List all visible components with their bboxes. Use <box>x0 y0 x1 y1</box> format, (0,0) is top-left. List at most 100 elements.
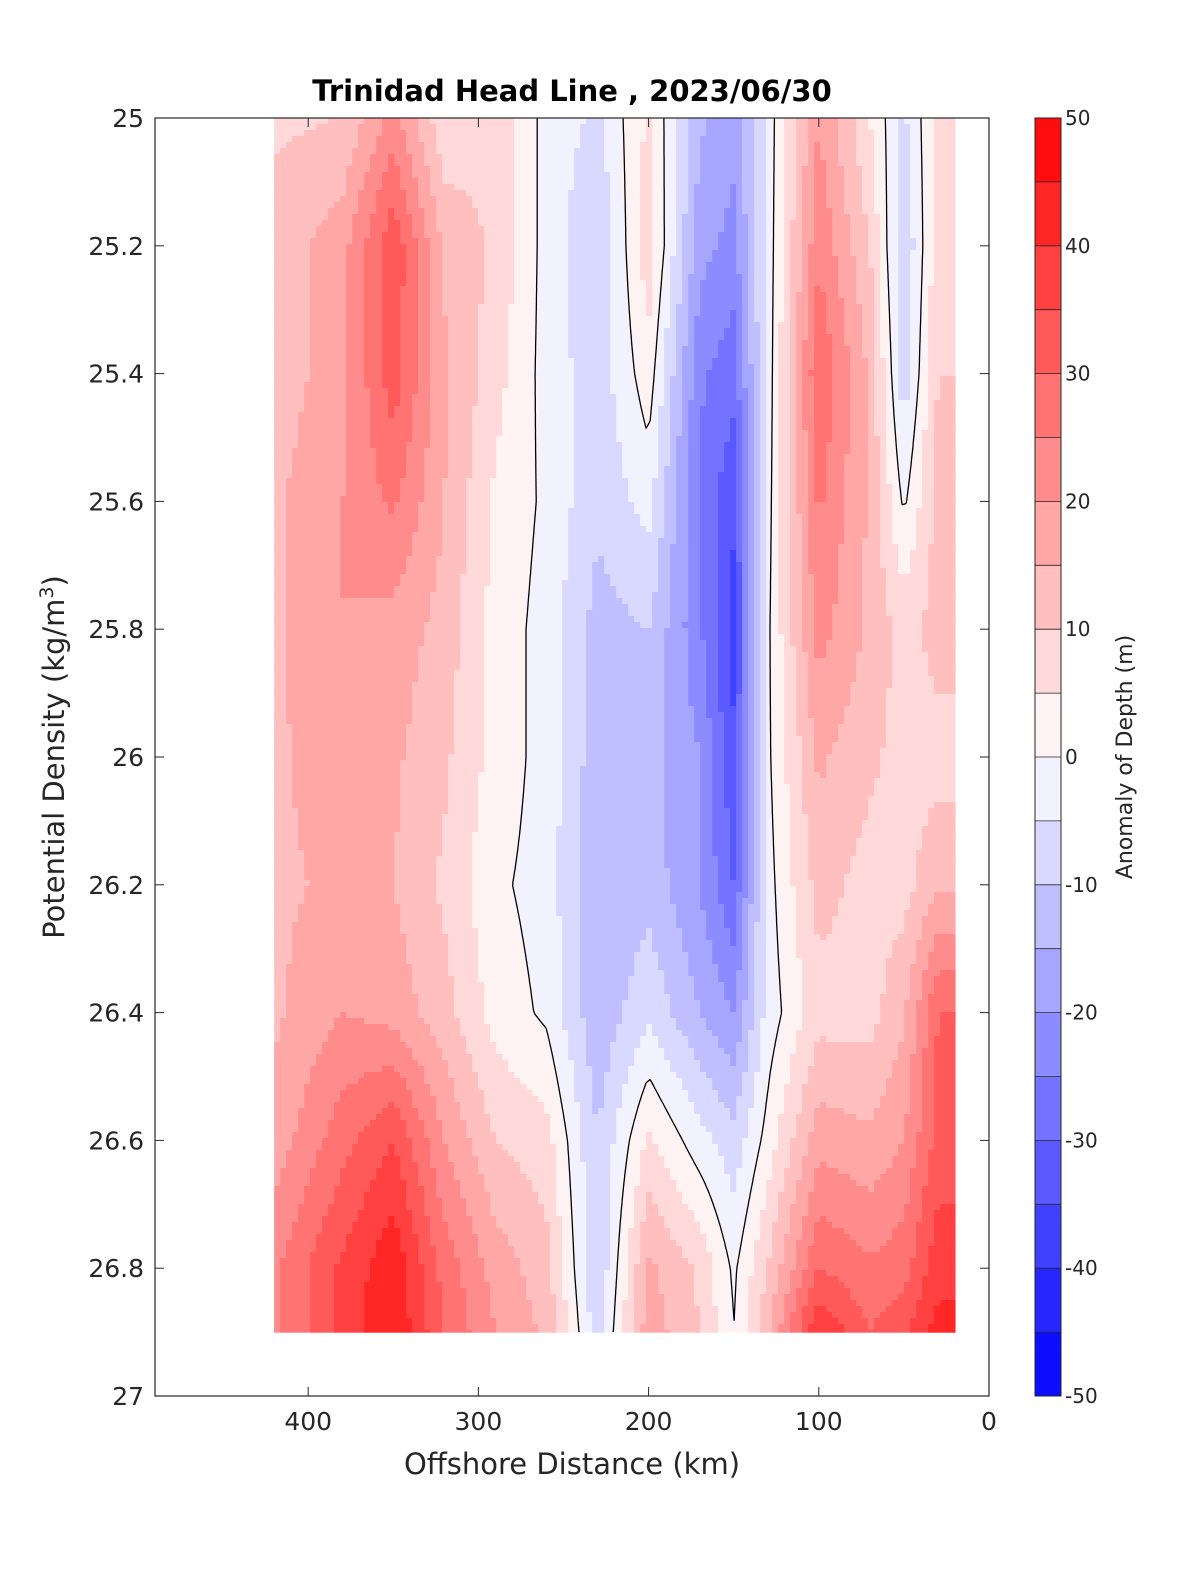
field-cell <box>934 442 956 449</box>
field-cell <box>730 652 737 659</box>
field-cell <box>796 502 809 509</box>
field-cell <box>802 400 815 407</box>
field-cell <box>346 412 371 419</box>
field-cell <box>892 382 899 389</box>
field-cell <box>364 346 383 353</box>
field-cell <box>814 760 827 767</box>
field-cell <box>934 238 956 245</box>
field-cell <box>574 148 605 155</box>
field-cell <box>274 256 311 263</box>
field-cell <box>736 466 743 473</box>
field-cell <box>676 502 689 509</box>
field-cell <box>922 160 935 167</box>
field-cell <box>934 478 956 485</box>
field-cell <box>886 250 899 257</box>
field-cell <box>652 268 665 275</box>
field-cell <box>928 406 935 413</box>
field-cell <box>814 412 833 419</box>
field-cell <box>430 610 461 617</box>
field-cell <box>766 898 779 905</box>
field-cell <box>442 844 473 851</box>
field-cell <box>772 700 785 707</box>
field-cell <box>442 484 467 491</box>
field-cell <box>808 850 857 857</box>
field-cell <box>604 166 623 173</box>
field-cell <box>592 1072 605 1079</box>
field-cell <box>682 352 695 359</box>
field-cell <box>778 574 791 581</box>
field-cell <box>736 682 743 689</box>
field-cell <box>382 1066 395 1073</box>
field-cell <box>472 856 515 863</box>
field-cell <box>832 226 851 233</box>
field-cell <box>730 628 737 635</box>
field-cell <box>538 292 569 299</box>
field-cell <box>676 316 689 323</box>
field-cell <box>934 988 956 995</box>
field-cell <box>634 376 653 383</box>
field-cell <box>274 520 287 527</box>
field-cell <box>436 898 473 905</box>
field-cell <box>778 1024 803 1031</box>
field-cell <box>706 712 725 719</box>
field-cell <box>406 466 425 473</box>
field-cell <box>922 220 935 227</box>
field-cell <box>292 928 401 935</box>
field-cell <box>790 508 797 515</box>
field-cell <box>718 610 731 617</box>
field-cell <box>742 148 755 155</box>
field-cell <box>736 706 743 713</box>
field-cell <box>730 682 737 689</box>
field-cell <box>802 424 815 431</box>
field-cell <box>622 148 641 155</box>
field-cell <box>682 928 707 935</box>
field-cell <box>754 760 761 767</box>
field-cell <box>658 964 689 971</box>
field-cell <box>424 496 443 503</box>
field-cell <box>556 898 581 905</box>
field-cell <box>922 274 935 281</box>
field-cell <box>274 226 317 233</box>
field-cell <box>802 340 815 347</box>
field-cell <box>766 574 773 581</box>
field-cell <box>400 220 413 227</box>
field-cell <box>592 1066 611 1073</box>
field-cell <box>478 778 527 785</box>
field-cell <box>736 448 743 455</box>
field-cell <box>898 340 911 347</box>
field-cell <box>370 400 389 407</box>
field-cell <box>652 310 659 317</box>
field-cell <box>400 310 419 317</box>
field-cell <box>934 424 956 431</box>
field-cell <box>886 724 956 731</box>
field-cell <box>742 352 749 359</box>
field-cell <box>478 220 515 227</box>
field-cell <box>742 742 749 749</box>
field-cell <box>274 922 293 929</box>
field-cell <box>754 400 761 407</box>
field-cell <box>610 364 635 371</box>
field-cell <box>772 526 779 533</box>
field-cell <box>754 1000 767 1007</box>
field-cell <box>748 622 755 629</box>
field-cell <box>760 850 767 857</box>
field-cell <box>784 190 797 197</box>
field-cell <box>688 310 701 317</box>
field-cell <box>340 550 413 557</box>
field-cell <box>448 370 479 377</box>
field-cell <box>718 1036 743 1043</box>
field-cell <box>814 442 827 449</box>
field-cell <box>760 412 767 419</box>
field-cell <box>634 1060 671 1067</box>
field-cell <box>808 832 863 839</box>
field-cell <box>436 568 467 575</box>
field-cell <box>886 226 899 233</box>
field-cell <box>916 436 923 443</box>
field-cell <box>874 286 881 293</box>
field-cell <box>790 334 797 341</box>
field-cell <box>580 796 665 803</box>
field-cell <box>406 754 449 761</box>
field-cell <box>640 400 653 407</box>
field-cell <box>430 436 449 443</box>
field-cell <box>754 772 761 779</box>
